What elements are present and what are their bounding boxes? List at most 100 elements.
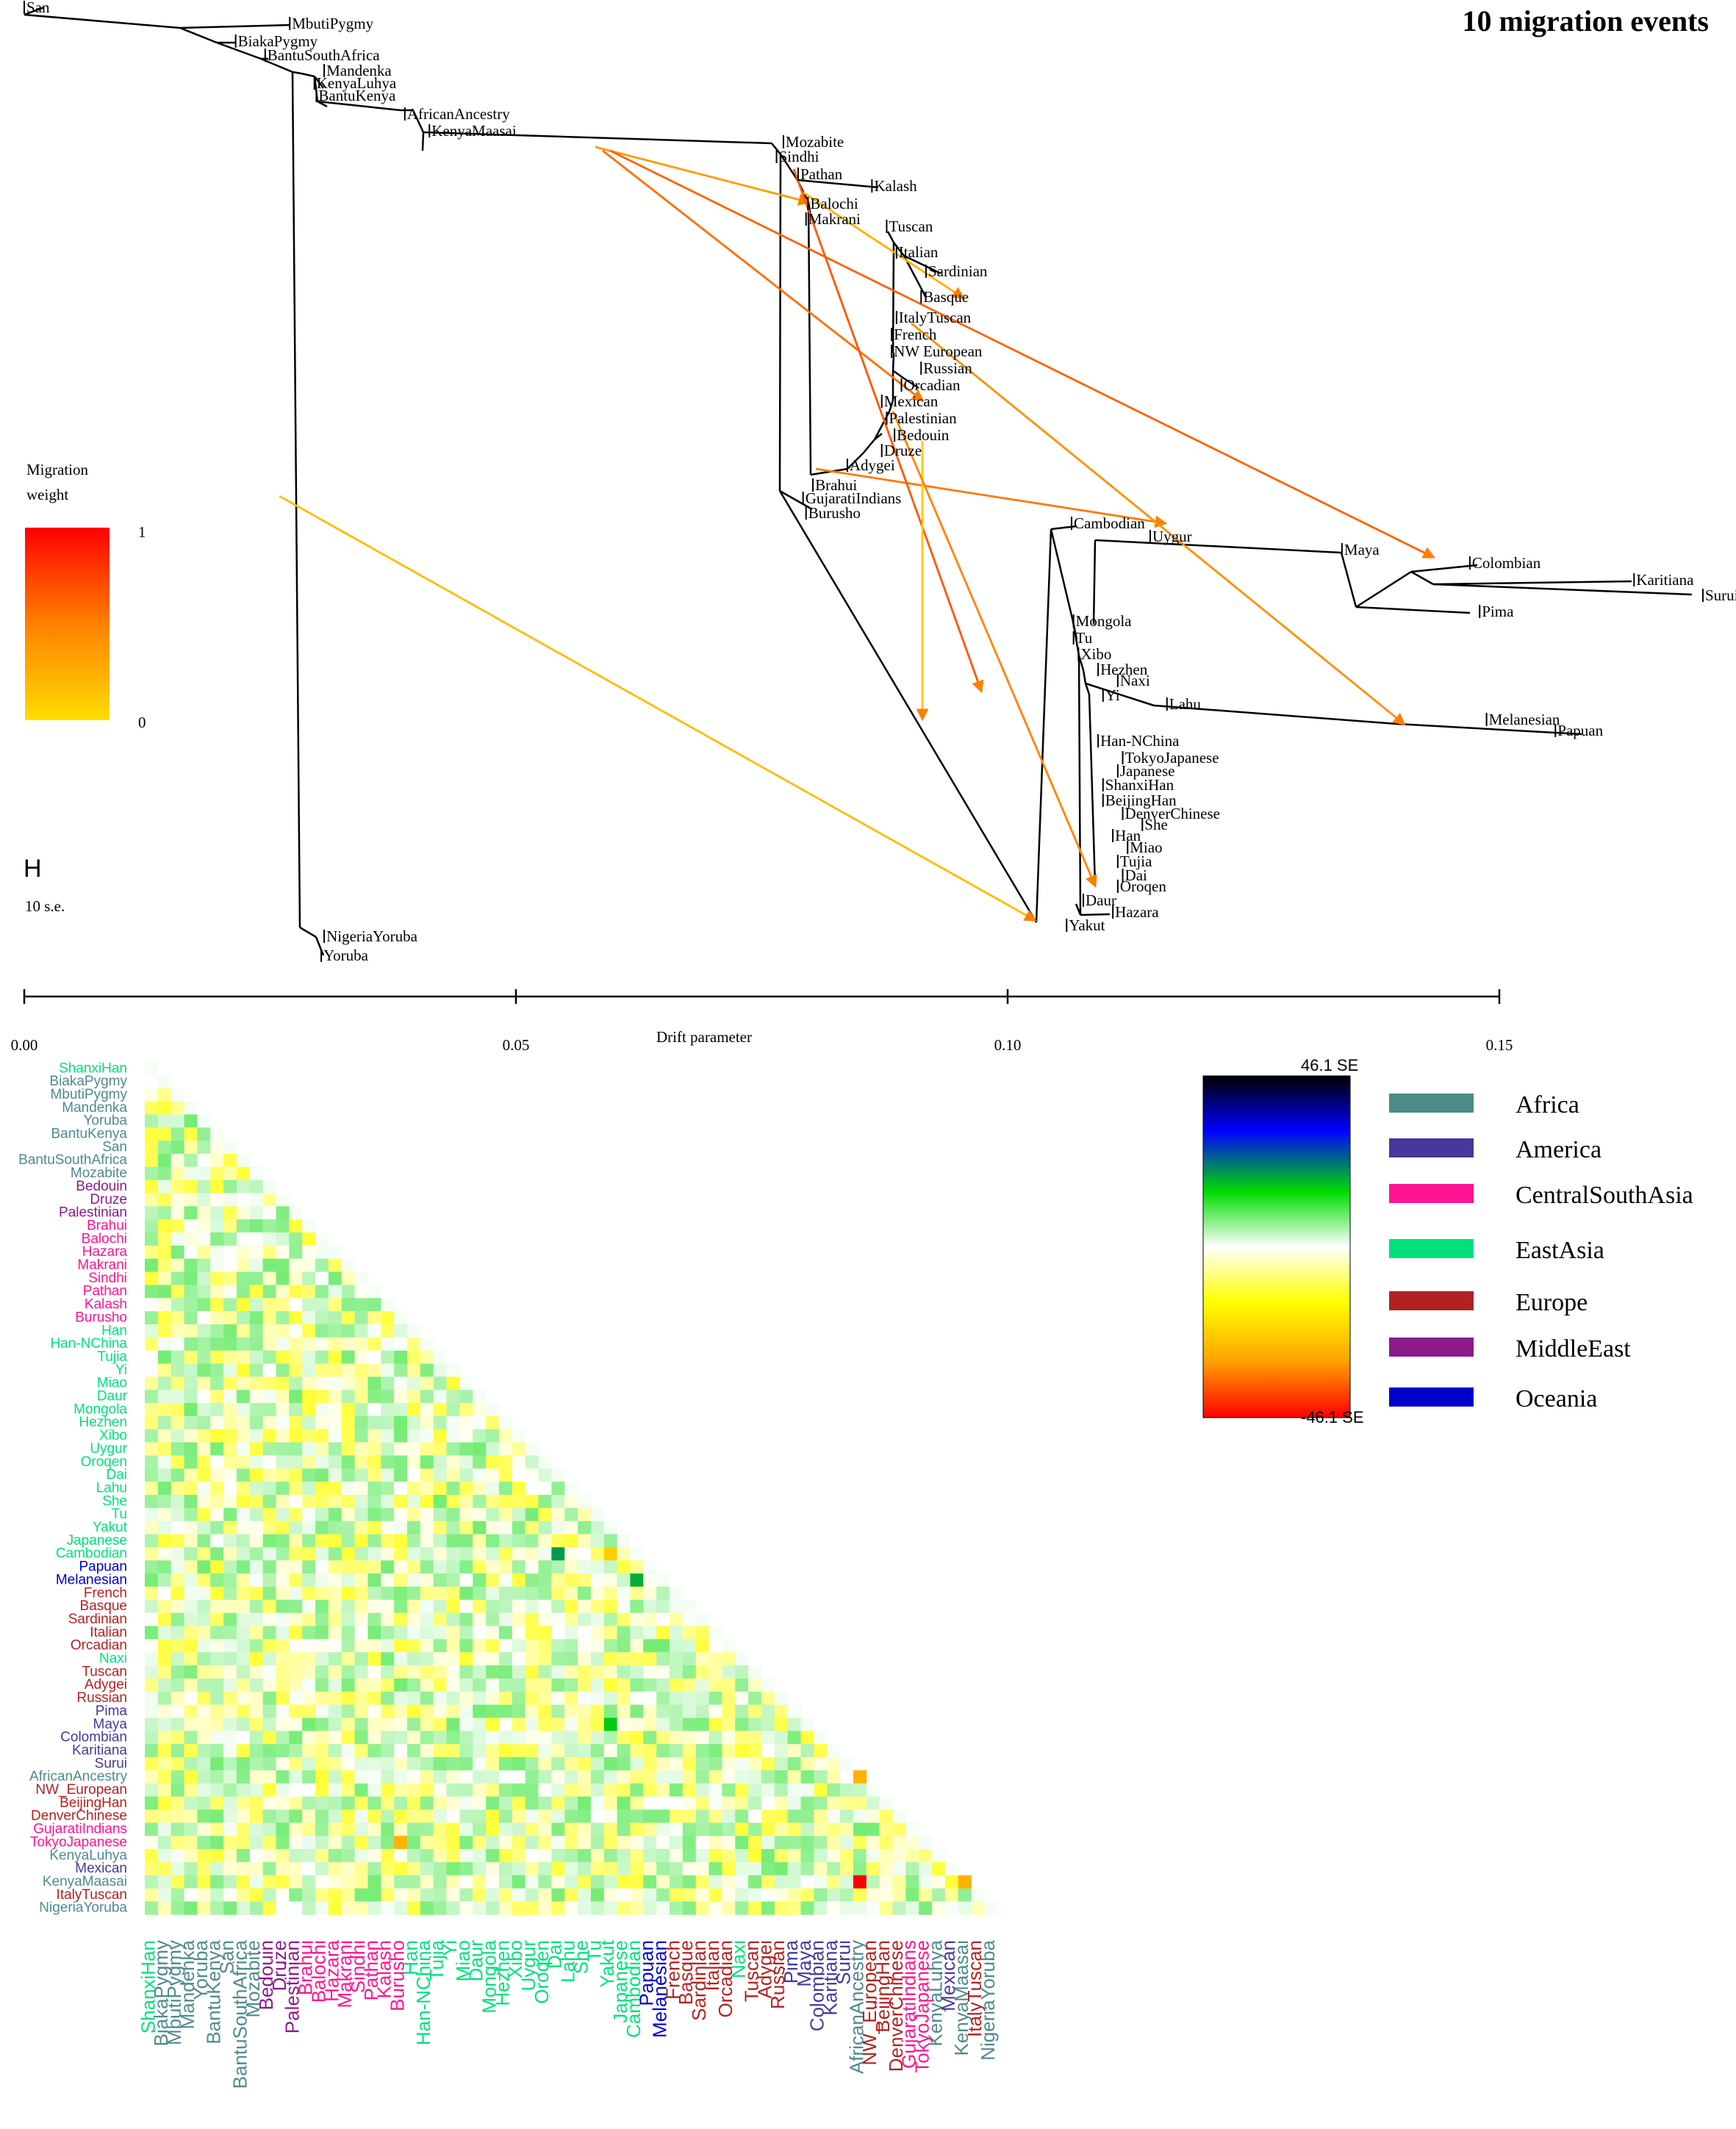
heatmap-cell	[446, 1770, 460, 1784]
heatmap-cell	[486, 1507, 500, 1522]
heatmap-cell	[197, 1665, 211, 1679]
heatmap-cell	[407, 1495, 421, 1509]
heatmap-cell	[289, 1521, 303, 1534]
heatmap-cell	[578, 1560, 592, 1574]
tip-label: TokyoJapanese	[1125, 749, 1219, 766]
heatmap-cell	[223, 1796, 237, 1810]
heatmap-cell	[145, 1245, 159, 1260]
heatmap-cell	[223, 1888, 237, 1902]
heatmap-cell	[617, 1796, 631, 1810]
heatmap-cell	[735, 1861, 749, 1876]
heatmap-cell	[171, 1495, 184, 1509]
heatmap-cell	[328, 1285, 342, 1299]
heatmap-cell	[656, 1573, 670, 1587]
heatmap-cell	[617, 1599, 631, 1614]
heatmap-cell	[289, 1455, 303, 1469]
heatmap-column-label: MbutiPygmy	[163, 1940, 185, 2045]
tip-label: ItalyTuscan	[899, 309, 972, 326]
heatmap-cell	[932, 1861, 946, 1876]
residual-colorbar: 46.1 SE -46.1 SE	[1202, 1056, 1364, 1426]
heatmap-cell	[262, 1901, 276, 1915]
heatmap-cell	[381, 1350, 395, 1364]
heatmap-cell	[682, 1652, 697, 1666]
heatmap-cell	[210, 1823, 224, 1837]
heatmap-cell	[748, 1888, 762, 1902]
heatmap-cell	[525, 1796, 539, 1810]
heatmap-row-label: KenyaLuhya	[49, 1848, 127, 1863]
heatmap-cell	[656, 1599, 670, 1614]
heatmap-cell	[262, 1717, 276, 1731]
heatmap-cell	[197, 1836, 211, 1850]
heatmap-cell	[236, 1232, 251, 1246]
heatmap-row-label: Melanesian	[56, 1572, 127, 1587]
heatmap-cell	[276, 1415, 290, 1430]
heatmap-cell	[498, 1731, 513, 1745]
heatmap-cell	[564, 1547, 578, 1561]
heatmap-cell	[289, 1495, 303, 1509]
heatmap-cell	[157, 1127, 172, 1141]
heatmap-cell	[525, 1587, 539, 1601]
heatmap-cell	[564, 1757, 578, 1771]
heatmap-cell	[407, 1599, 421, 1614]
heatmap-cell	[367, 1861, 381, 1876]
heatmap-cell	[486, 1599, 500, 1614]
heatmap-cell	[407, 1875, 421, 1889]
heatmap-cell	[709, 1757, 722, 1771]
heatmap-cell	[498, 1495, 513, 1509]
heatmap-cell	[459, 1403, 473, 1417]
heatmap-cell	[381, 1809, 395, 1823]
heatmap-cell	[249, 1901, 264, 1915]
heatmap-cell	[564, 1849, 578, 1863]
heatmap-row-label: Naxi	[99, 1651, 127, 1667]
heatmap-cell	[590, 1652, 605, 1666]
heatmap-cell	[459, 1678, 473, 1692]
heatmap-cell	[512, 1612, 526, 1626]
heatmap-cell	[538, 1507, 552, 1522]
heatmap-column-label: BantuSouthAfrica	[229, 1939, 251, 2089]
heatmap-cell	[328, 1587, 342, 1601]
heatmap-cell	[210, 1678, 224, 1692]
heatmap-cell	[276, 1823, 290, 1837]
heatmap-cell	[315, 1442, 329, 1456]
heatmap-cell	[827, 1901, 841, 1915]
heatmap-cell	[919, 1849, 933, 1863]
heatmap-cell	[498, 1560, 513, 1574]
heatmap-cell	[145, 1888, 159, 1902]
heatmap-cell	[446, 1639, 460, 1653]
heatmap-cell	[145, 1587, 159, 1601]
heatmap-cell	[236, 1836, 251, 1850]
heatmap-cell	[249, 1232, 264, 1246]
heatmap-cell	[394, 1665, 408, 1679]
heatmap-cell	[341, 1547, 355, 1561]
heatmap-cell	[420, 1507, 434, 1522]
heatmap-cell	[171, 1141, 184, 1155]
heatmap-cell	[787, 1849, 801, 1863]
heatmap-cell	[787, 1770, 801, 1784]
heatmap-cell	[315, 1324, 329, 1338]
heatmap-cell	[473, 1757, 487, 1771]
heatmap-cell	[210, 1285, 224, 1299]
heatmap-cell	[407, 1573, 421, 1587]
heatmap-cell	[184, 1350, 198, 1364]
heatmap-cell	[262, 1678, 276, 1692]
heatmap-cell	[341, 1534, 355, 1548]
heatmap-column-label: Han	[399, 1940, 421, 1975]
heatmap-cell	[289, 1587, 303, 1601]
heatmap-cell	[473, 1888, 487, 1902]
heatmap-cell	[157, 1560, 172, 1574]
heatmap-cell	[171, 1521, 184, 1534]
heatmap-cell	[538, 1796, 552, 1810]
tree-branch	[1092, 539, 1097, 625]
heatmap-cell	[617, 1744, 631, 1758]
heatmap-cell	[551, 1757, 565, 1771]
heatmap-cell	[459, 1783, 473, 1797]
heatmap-cell	[525, 1482, 539, 1496]
heatmap-cell	[157, 1482, 172, 1496]
heatmap-cell	[236, 1861, 251, 1876]
heatmap-cell	[262, 1587, 276, 1601]
heatmap-column-label: Mozabite	[242, 1940, 264, 2018]
heatmap-cell	[381, 1507, 395, 1522]
heatmap-cell	[276, 1258, 290, 1272]
region-legend-label: EastAsia	[1516, 1237, 1604, 1264]
heatmap-cell	[748, 1770, 762, 1784]
